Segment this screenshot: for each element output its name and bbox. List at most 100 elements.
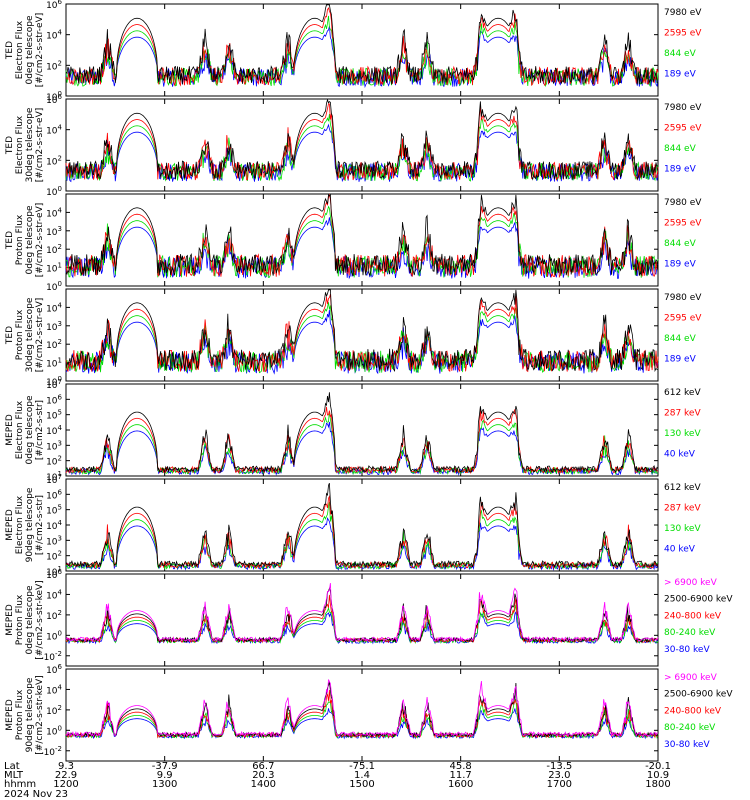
- y-tick-exponent: 2: [58, 704, 62, 712]
- y-tick-exponent: 7: [58, 473, 62, 481]
- y-axis-label-line: [#/cm2-s-str]: [35, 495, 45, 555]
- footer-mlt-value: 20.3: [252, 770, 274, 781]
- y-tick-label: 102: [46, 154, 62, 167]
- legend-entry: 2595 eV: [664, 123, 702, 133]
- y-tick-label: 102: [46, 704, 62, 717]
- y-tick-label: 101: [46, 357, 62, 370]
- footer-hhmm-value: 1400: [251, 779, 276, 790]
- y-tick-exponent: 4: [58, 29, 63, 37]
- series-trace: [65, 594, 659, 644]
- y-axis-label-line: 30deg telescope: [25, 107, 35, 182]
- y-tick-exponent: 4: [58, 124, 63, 132]
- y-tick-label: 103: [46, 439, 62, 452]
- series-trace: [65, 302, 659, 374]
- y-tick-label: 104: [46, 124, 62, 137]
- y-tick-exponent: 5: [58, 504, 62, 512]
- series-trace: [65, 294, 659, 373]
- y-tick-exponent: 1: [58, 565, 62, 573]
- legend-entry: > 6900 keV: [664, 578, 718, 588]
- y-tick-exponent: 0: [58, 185, 62, 193]
- y-tick-exponent: -2: [55, 650, 62, 658]
- y-axis-label-line: 30deg telescope: [25, 297, 35, 372]
- footer-lat-value: -75.1: [349, 761, 375, 772]
- footer-hhmm-value: 1500: [349, 779, 374, 790]
- footer-hhmm-value: 1700: [547, 779, 572, 790]
- legend-entry: 2595 eV: [664, 218, 702, 228]
- y-axis-label-line: Electron Flux: [15, 495, 25, 554]
- y-tick-label: 103: [46, 225, 62, 238]
- footer-mlt-value: 1.4: [354, 770, 370, 781]
- y-tick-label: 102: [46, 550, 62, 563]
- footer-mlt-value: 11.7: [450, 770, 472, 781]
- legend-entry: 130 keV: [664, 524, 701, 534]
- y-axis-label-line: 90deg telescope: [25, 487, 35, 562]
- y-tick-exponent: 0: [58, 629, 62, 637]
- footer-mlt-value: 23.0: [548, 770, 570, 781]
- y-tick-exponent: 0: [58, 375, 62, 383]
- legend-entry: 189 eV: [664, 354, 697, 364]
- legend-entry: 240-800 keV: [664, 611, 722, 621]
- legend-entry: 80-240 keV: [664, 628, 716, 638]
- series-trace: [65, 392, 659, 474]
- y-axis-label-line: 0deg telescope: [25, 395, 35, 465]
- y-axis-label-line: Electron Flux: [15, 400, 25, 459]
- legend-entry: 7980 eV: [664, 103, 702, 113]
- series-trace: [65, 7, 659, 87]
- y-axis-label-line: [#/cm2-s-str-keV]: [35, 675, 45, 754]
- y-tick-label: 106: [46, 663, 62, 676]
- y-axis-label-line: Proton Flux: [15, 214, 25, 265]
- series-trace: [65, 193, 659, 277]
- y-axis-label-line: Proton Flux: [15, 309, 25, 360]
- y-axis-label-line: 0deg telescope: [25, 585, 35, 655]
- footer-date: 2024 Nov 23: [4, 789, 68, 800]
- y-tick-label: 102: [46, 59, 62, 72]
- y-tick-label: 106: [46, 0, 62, 11]
- footer-lat-value: 9.3: [58, 761, 74, 772]
- y-tick-label: 103: [46, 320, 62, 333]
- y-tick-label: 105: [46, 409, 62, 422]
- legend-entry: > 6900 keV: [664, 673, 718, 683]
- legend-entry: 2595 eV: [664, 313, 702, 323]
- panel-frame: [65, 383, 659, 477]
- y-tick-exponent: 3: [58, 534, 62, 542]
- footer-label-hhmm: hhmm: [4, 779, 36, 790]
- y-tick-exponent: 4: [58, 301, 63, 309]
- y-tick-exponent: 2: [58, 338, 62, 346]
- legend-entry: 240-800 keV: [664, 706, 722, 716]
- legend-entry: 844 eV: [664, 334, 697, 344]
- y-axis-label-line: [#/cm2-s-str-keV]: [35, 580, 45, 659]
- y-tick-exponent: 4: [58, 519, 63, 527]
- legend-entry: 2500-6900 keV: [664, 690, 733, 700]
- legend-entry: 2595 eV: [664, 28, 702, 38]
- y-axis-label-line: [#/cm2-s-str-eV]: [35, 298, 45, 373]
- legend-entry: 287 keV: [664, 503, 701, 513]
- y-axis-label-line: Electron Flux: [15, 115, 25, 174]
- y-tick-exponent: 6: [58, 568, 63, 576]
- series-trace: [65, 205, 659, 278]
- legend-entry: 40 keV: [664, 544, 696, 554]
- legend-entry: 612 keV: [664, 388, 701, 398]
- y-tick-label: 103: [46, 534, 62, 547]
- y-axis-label-line: MEPED: [5, 699, 15, 731]
- series-trace: [65, 679, 659, 738]
- y-axis-label-line: Proton Flux: [15, 689, 25, 740]
- series-trace: [65, 681, 659, 738]
- y-tick-exponent: 6: [58, 0, 63, 6]
- y-axis-label-line: MEPED: [5, 509, 15, 541]
- footer-lat-value: 66.7: [252, 761, 274, 772]
- footer-lat-value: -37.9: [152, 761, 178, 772]
- y-tick-exponent: 6: [58, 393, 63, 401]
- y-axis-label-line: TED: [5, 41, 15, 60]
- footer-lat-value: -20.1: [645, 761, 671, 772]
- y-tick-label: 106: [46, 488, 62, 501]
- y-tick-label: 104: [46, 301, 62, 314]
- y-tick-exponent: 4: [58, 588, 63, 596]
